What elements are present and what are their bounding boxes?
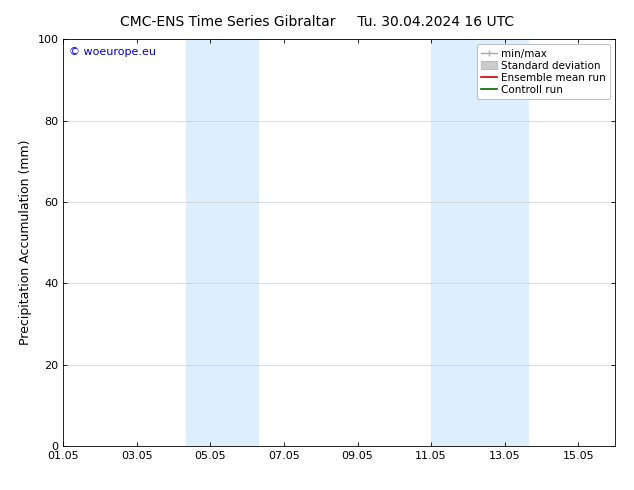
- Text: CMC-ENS Time Series Gibraltar     Tu. 30.04.2024 16 UTC: CMC-ENS Time Series Gibraltar Tu. 30.04.…: [120, 15, 514, 29]
- Y-axis label: Precipitation Accumulation (mm): Precipitation Accumulation (mm): [19, 140, 32, 345]
- Bar: [186, 39, 259, 446]
- Bar: [431, 39, 529, 446]
- Legend: min/max, Standard deviation, Ensemble mean run, Controll run: min/max, Standard deviation, Ensemble me…: [477, 45, 610, 99]
- Text: © woeurope.eu: © woeurope.eu: [69, 48, 156, 57]
